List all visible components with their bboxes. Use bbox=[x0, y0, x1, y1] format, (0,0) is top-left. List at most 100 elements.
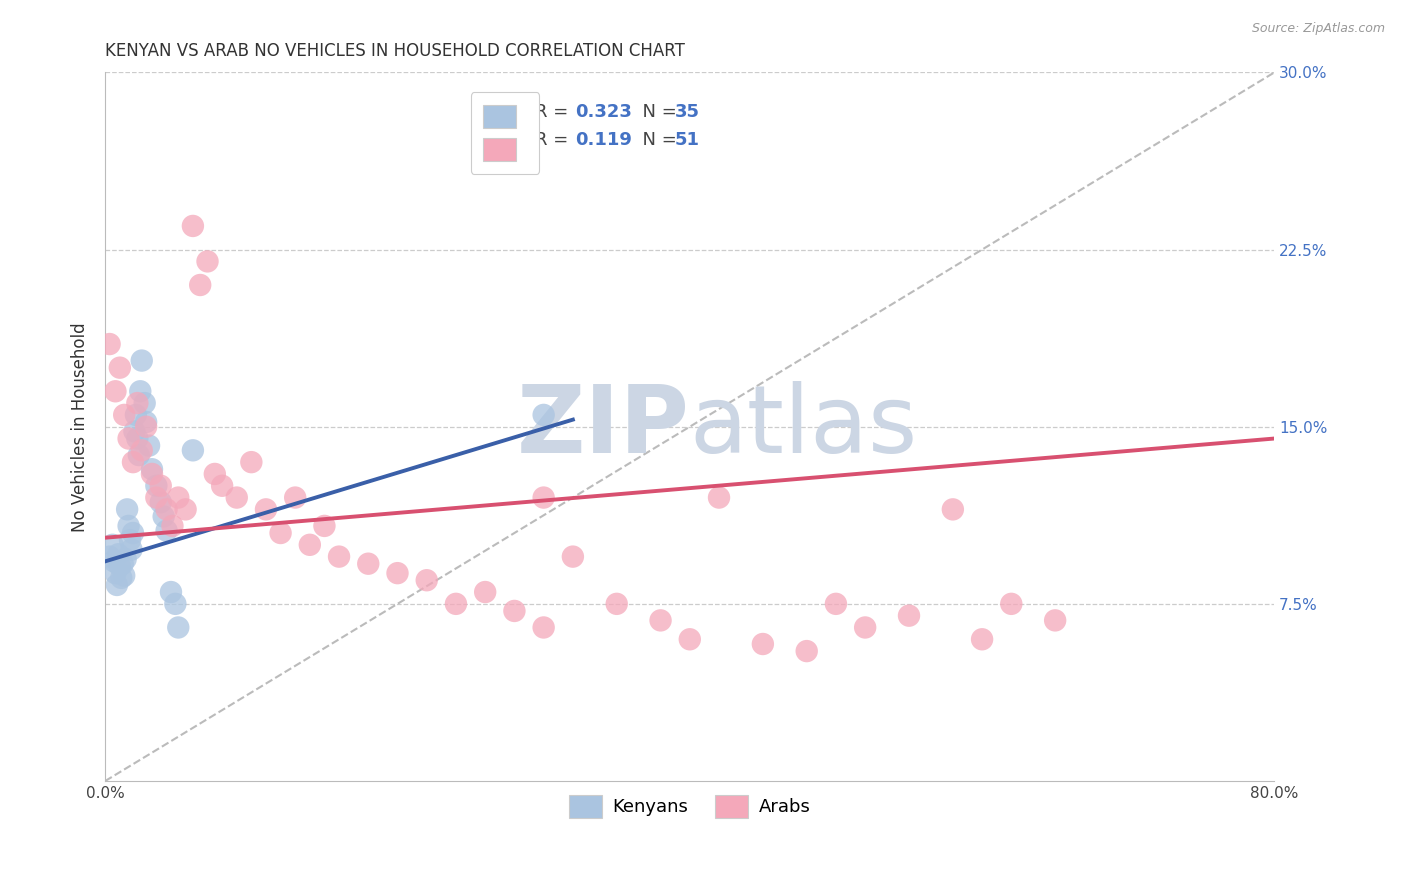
Point bbox=[127, 432, 149, 446]
Text: KENYAN VS ARAB NO VEHICLES IN HOUSEHOLD CORRELATION CHART: KENYAN VS ARAB NO VEHICLES IN HOUSEHOLD … bbox=[105, 42, 685, 60]
Point bbox=[160, 585, 183, 599]
Point bbox=[328, 549, 350, 564]
Point bbox=[650, 614, 672, 628]
Point bbox=[120, 533, 142, 547]
Text: R =: R = bbox=[536, 103, 575, 121]
Point bbox=[533, 408, 555, 422]
Point bbox=[125, 408, 148, 422]
Point bbox=[225, 491, 247, 505]
Point bbox=[141, 462, 163, 476]
Point bbox=[1000, 597, 1022, 611]
Point bbox=[112, 408, 135, 422]
Point bbox=[679, 632, 702, 647]
Point bbox=[98, 549, 121, 564]
Point bbox=[122, 526, 145, 541]
Legend: Kenyans, Arabs: Kenyans, Arabs bbox=[562, 788, 818, 825]
Point bbox=[853, 620, 876, 634]
Point bbox=[101, 538, 124, 552]
Point bbox=[197, 254, 219, 268]
Point bbox=[503, 604, 526, 618]
Point bbox=[970, 632, 993, 647]
Point bbox=[152, 509, 174, 524]
Point bbox=[145, 491, 167, 505]
Point bbox=[114, 552, 136, 566]
Point bbox=[444, 597, 467, 611]
Point bbox=[204, 467, 226, 481]
Point bbox=[124, 425, 146, 439]
Point bbox=[127, 396, 149, 410]
Point bbox=[165, 597, 187, 611]
Text: 0.323: 0.323 bbox=[575, 103, 633, 121]
Point bbox=[117, 519, 139, 533]
Point bbox=[533, 620, 555, 634]
Point bbox=[942, 502, 965, 516]
Point bbox=[117, 432, 139, 446]
Point bbox=[104, 566, 127, 581]
Point bbox=[105, 578, 128, 592]
Point bbox=[110, 571, 132, 585]
Point bbox=[155, 502, 177, 516]
Text: 0.119: 0.119 bbox=[575, 131, 633, 149]
Point bbox=[108, 559, 131, 574]
Point bbox=[167, 620, 190, 634]
Text: N =: N = bbox=[631, 103, 683, 121]
Point bbox=[131, 443, 153, 458]
Point bbox=[155, 524, 177, 538]
Point bbox=[188, 278, 211, 293]
Text: ZIP: ZIP bbox=[517, 381, 690, 473]
Point bbox=[149, 495, 172, 509]
Point bbox=[115, 502, 138, 516]
Point bbox=[145, 479, 167, 493]
Point bbox=[111, 557, 134, 571]
Point bbox=[134, 396, 156, 410]
Point bbox=[284, 491, 307, 505]
Point bbox=[108, 360, 131, 375]
Text: N =: N = bbox=[631, 131, 683, 149]
Point bbox=[533, 491, 555, 505]
Point bbox=[240, 455, 263, 469]
Point bbox=[135, 415, 157, 429]
Point bbox=[416, 573, 439, 587]
Point bbox=[314, 519, 336, 533]
Point bbox=[1043, 614, 1066, 628]
Point bbox=[107, 547, 129, 561]
Point bbox=[606, 597, 628, 611]
Point bbox=[561, 549, 583, 564]
Point bbox=[254, 502, 277, 516]
Text: Source: ZipAtlas.com: Source: ZipAtlas.com bbox=[1251, 22, 1385, 36]
Point bbox=[131, 353, 153, 368]
Point bbox=[357, 557, 380, 571]
Point bbox=[122, 455, 145, 469]
Point bbox=[796, 644, 818, 658]
Point bbox=[174, 502, 197, 516]
Point bbox=[129, 384, 152, 399]
Point bbox=[825, 597, 848, 611]
Text: 35: 35 bbox=[675, 103, 700, 121]
Point bbox=[121, 542, 143, 557]
Point bbox=[138, 439, 160, 453]
Text: 51: 51 bbox=[675, 131, 700, 149]
Point bbox=[898, 608, 921, 623]
Point bbox=[181, 219, 204, 233]
Point bbox=[103, 554, 125, 568]
Point bbox=[98, 337, 121, 351]
Point bbox=[167, 491, 190, 505]
Point bbox=[298, 538, 321, 552]
Point bbox=[128, 448, 150, 462]
Text: R =: R = bbox=[536, 131, 581, 149]
Point bbox=[162, 519, 184, 533]
Text: atlas: atlas bbox=[690, 381, 918, 473]
Point bbox=[112, 568, 135, 582]
Point bbox=[141, 467, 163, 481]
Point bbox=[135, 419, 157, 434]
Point bbox=[752, 637, 775, 651]
Point bbox=[707, 491, 730, 505]
Point bbox=[211, 479, 233, 493]
Point bbox=[104, 384, 127, 399]
Point bbox=[387, 566, 409, 581]
Point bbox=[181, 443, 204, 458]
Point bbox=[474, 585, 496, 599]
Point bbox=[270, 526, 292, 541]
Y-axis label: No Vehicles in Household: No Vehicles in Household bbox=[72, 322, 89, 532]
Point bbox=[149, 479, 172, 493]
